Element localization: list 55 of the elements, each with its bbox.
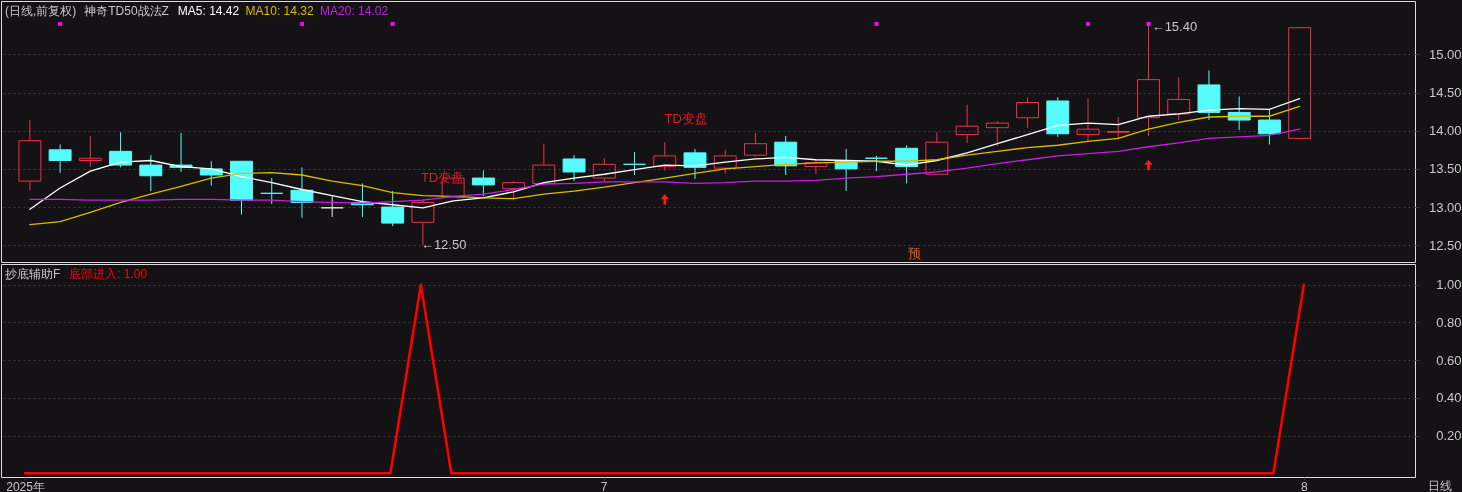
y-tick-label: 14.00 xyxy=(1428,123,1462,139)
y-tick-label: 0.40 xyxy=(1436,390,1462,406)
candlestick xyxy=(139,154,163,192)
candlestick xyxy=(48,143,72,174)
candlestick xyxy=(109,131,133,168)
candlestick xyxy=(562,154,586,182)
candlestick xyxy=(320,195,344,218)
y-tick-label: 13.50 xyxy=(1428,161,1462,177)
candlestick xyxy=(592,157,616,182)
line-series xyxy=(29,105,1301,226)
candlestick xyxy=(1076,97,1100,143)
point xyxy=(299,21,304,26)
text: MA20: 14.02 xyxy=(320,4,389,18)
candlestick xyxy=(985,120,1009,147)
x-tick-label: 7 xyxy=(600,479,608,492)
candlestick xyxy=(1106,116,1130,139)
y-tick-label: 15.00 xyxy=(1428,46,1462,62)
point xyxy=(874,21,879,26)
point xyxy=(1086,21,1091,26)
text: MA5: 14.42 xyxy=(177,4,240,18)
point xyxy=(390,21,395,26)
chart-subtitle: 神奇TD50战法Z xyxy=(84,4,169,18)
x-tick-label: 8 xyxy=(1301,479,1309,492)
candlestick xyxy=(18,119,42,191)
y-tick-label: 0.80 xyxy=(1436,314,1462,330)
y-tick-label: 0.20 xyxy=(1436,428,1462,444)
y-tick-label: 12.50 xyxy=(1428,237,1462,253)
candlestick xyxy=(864,155,888,172)
chart-title: 抄底辅助F xyxy=(5,267,61,281)
candlestick xyxy=(1197,69,1221,121)
candlestick xyxy=(744,132,767,158)
y-tick-label: 14.50 xyxy=(1428,85,1462,101)
y-tick-label: 0.60 xyxy=(1436,352,1462,368)
candlestick xyxy=(260,177,284,205)
candlestick xyxy=(683,148,707,180)
candlestick xyxy=(1016,96,1040,129)
candlestick xyxy=(623,151,646,176)
x-tick-label: 2025年 xyxy=(6,479,45,492)
point xyxy=(1144,159,1153,171)
annotation: TD变盘 xyxy=(664,111,708,126)
candlestick xyxy=(955,104,979,144)
annotation: ←15.40 xyxy=(1151,19,1198,34)
y-tick-label: 1.00 xyxy=(1436,277,1462,293)
point xyxy=(58,21,63,26)
annotation: 预 xyxy=(908,246,922,261)
candlestick xyxy=(1046,96,1070,138)
candlestick xyxy=(78,135,102,168)
point xyxy=(1146,21,1151,26)
text: 底部进入: 1.00 xyxy=(69,267,148,281)
chart-title: (日线,前复权) xyxy=(5,4,77,18)
x-axis-title: 日线 xyxy=(1427,478,1452,492)
annotation: ←12.50 xyxy=(420,237,467,252)
point xyxy=(660,194,669,205)
y-tick-label: 13.00 xyxy=(1428,199,1462,215)
text: MA10: 14.32 xyxy=(245,4,314,18)
